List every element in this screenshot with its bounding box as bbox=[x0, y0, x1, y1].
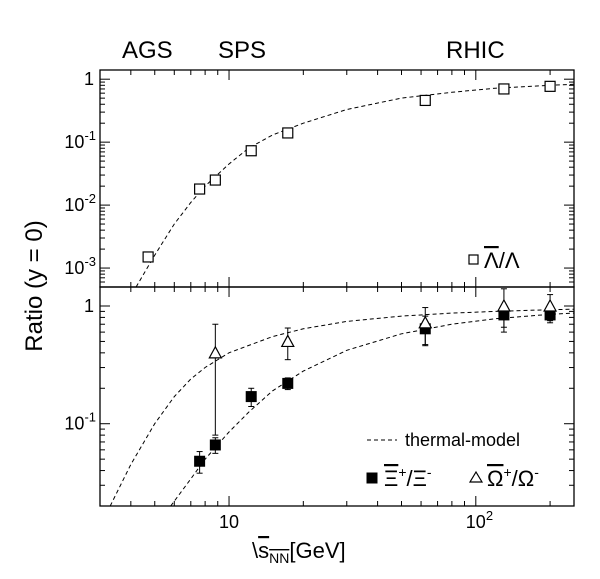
data-point-open-square bbox=[282, 127, 294, 139]
plot-area bbox=[135, 80, 574, 287]
y-tick-label-base: 10 bbox=[64, 132, 84, 152]
legend-lambda-label: Λ/Λ bbox=[484, 248, 520, 273]
data-point-open-triangle bbox=[496, 298, 511, 312]
data-point-open-square bbox=[498, 83, 510, 95]
legend-filled-square-marker bbox=[366, 472, 378, 484]
data-point-filled-square bbox=[209, 439, 221, 451]
y-tick-label: 10-2 bbox=[64, 191, 96, 215]
legend-omega-label: Ω+/Ω- bbox=[487, 464, 539, 491]
y-tick-label-base: 10 bbox=[64, 258, 84, 278]
y-tick-label-base: 10 bbox=[64, 195, 84, 215]
y-tick-label: 1 bbox=[84, 69, 94, 89]
legend-lambda: Λ/Λ bbox=[468, 248, 520, 273]
legend-xi-sup: + bbox=[398, 464, 406, 480]
legend-xi-main: Ξ bbox=[384, 466, 398, 491]
data-point-open-triangle bbox=[208, 345, 223, 359]
energy-label-rhic: RHIC bbox=[446, 37, 505, 64]
legend-xi-den: /Ξ bbox=[407, 466, 427, 491]
y-tick-label: 10-1 bbox=[64, 128, 96, 152]
y-tick-label-base: 1 bbox=[84, 69, 94, 89]
legend-model-label: thermal-model bbox=[405, 430, 520, 450]
panel-lambda-ratio: 110-110-210-3 bbox=[64, 69, 575, 288]
y-axis-label: Ratio (y = 0) bbox=[21, 220, 48, 351]
legend-xi-den-sup: - bbox=[427, 464, 432, 480]
plot-area bbox=[109, 288, 574, 506]
x-tick-label: 102 bbox=[466, 508, 493, 532]
legend-omega-den-sup: - bbox=[534, 464, 539, 480]
data-point-filled-square bbox=[194, 455, 206, 467]
y-tick-label: 1 bbox=[84, 296, 94, 316]
legend-lambda-bar: Λ bbox=[484, 248, 499, 273]
y-tick-label-base: 10 bbox=[64, 414, 84, 434]
legend-bottom: thermal-model Ξ+/Ξ- Ω+/Ω- bbox=[366, 430, 539, 491]
panel-frame bbox=[99, 286, 575, 507]
y-tick-label-exp: -2 bbox=[84, 191, 96, 206]
thermal-model-curve bbox=[135, 83, 574, 287]
legend-open-square-marker bbox=[468, 254, 479, 265]
panel-xi-omega-ratio: 110-110 102 bbox=[64, 286, 575, 532]
data-point-open-square bbox=[142, 251, 154, 263]
legend-omega-main: Ω bbox=[487, 466, 503, 491]
x-tick-label: 10 bbox=[219, 512, 239, 532]
x-axis-label-var: s bbox=[258, 538, 269, 563]
y-tick-label: 10-3 bbox=[64, 254, 96, 278]
legend-open-triangle-marker bbox=[468, 470, 484, 483]
x-axis-label-unit: [GeV] bbox=[289, 538, 345, 563]
y-tick-label-exp: -3 bbox=[84, 254, 96, 269]
energy-label-sps: SPS bbox=[218, 37, 266, 64]
y-tick-label-exp: -1 bbox=[84, 410, 96, 425]
y-tick-label-exp: -1 bbox=[84, 128, 96, 143]
x-tick-label-exp: 2 bbox=[486, 508, 493, 523]
data-point-open-triangle bbox=[543, 298, 558, 312]
data-point-open-triangle bbox=[418, 315, 433, 329]
data-point-filled-square bbox=[282, 377, 294, 389]
data-point-open-triangle bbox=[280, 334, 295, 348]
energy-label-ags: AGS bbox=[122, 37, 173, 64]
data-point-open-square bbox=[194, 183, 206, 195]
data-point-open-square bbox=[245, 145, 257, 157]
x-axis-label: \sNN[GeV] bbox=[252, 538, 346, 566]
legend-lambda-den: /Λ bbox=[499, 248, 520, 273]
x-tick-label-base: 10 bbox=[219, 512, 239, 532]
data-point-filled-square bbox=[245, 391, 257, 403]
data-point-open-square bbox=[209, 174, 221, 186]
y-tick-label-base: 1 bbox=[84, 296, 94, 316]
y-tick-label: 10-1 bbox=[64, 410, 96, 434]
x-axis-label-sub: NN bbox=[269, 550, 289, 566]
data-point-open-square bbox=[544, 80, 556, 92]
x-tick-label-base: 10 bbox=[466, 512, 486, 532]
data-point-open-square bbox=[419, 94, 431, 107]
legend-xi-label: Ξ+/Ξ- bbox=[384, 464, 432, 491]
x-axis-label-prefix: \ bbox=[252, 538, 259, 563]
legend-omega-sup: + bbox=[503, 464, 511, 480]
legend-omega-den: /Ω bbox=[512, 466, 535, 491]
